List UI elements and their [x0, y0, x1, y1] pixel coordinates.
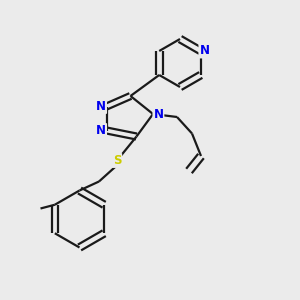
Text: N: N: [200, 44, 209, 58]
Text: N: N: [96, 124, 106, 137]
Text: S: S: [113, 154, 121, 167]
Text: N: N: [153, 107, 164, 121]
Text: N: N: [96, 100, 106, 113]
